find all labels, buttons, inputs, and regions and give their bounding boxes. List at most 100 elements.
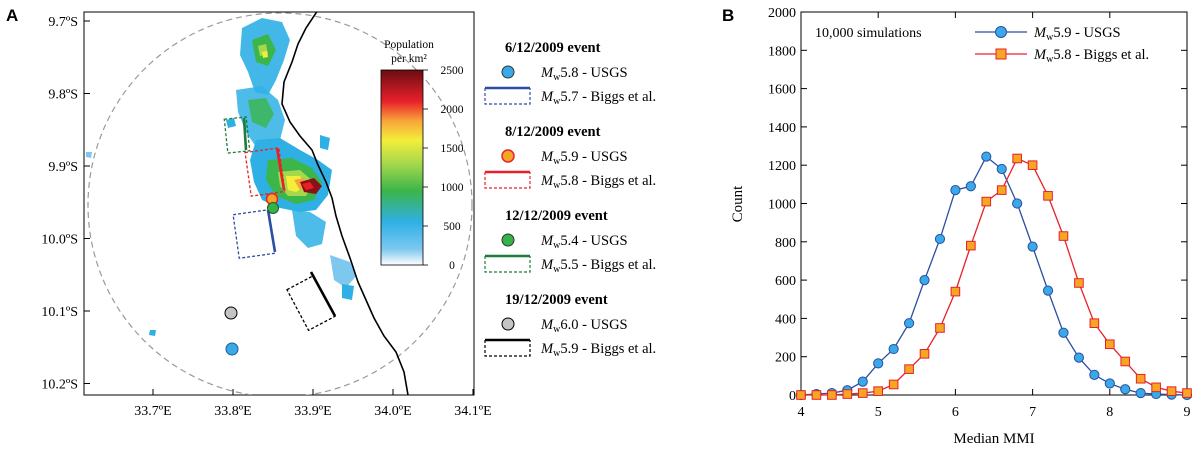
legend-fault-rect — [484, 88, 531, 105]
data-point — [965, 181, 976, 192]
legend-biggs-text: Mw5.5 - Biggs et al. — [540, 257, 656, 275]
data-point — [827, 390, 837, 400]
series-0 — [795, 151, 1192, 401]
source-label: - Biggs et al. — [578, 89, 656, 105]
x-tick-label: 5 — [875, 405, 882, 420]
data-point — [1182, 388, 1192, 398]
histogram-chart: 0 200 400 600 800 1000 1200 1400 1600 1800 2000 4 5 6… — [730, 6, 1192, 447]
mw-subscript: w — [553, 156, 561, 167]
data-point — [1089, 369, 1100, 380]
legend-usgs-marker — [501, 233, 515, 247]
epicenter-19-12 — [224, 306, 238, 320]
y-tick-label: 800 — [775, 236, 796, 251]
data-point — [904, 364, 914, 374]
data-point — [950, 184, 961, 196]
legend-usgs-text: Mw6.0 - USGS — [540, 317, 628, 335]
map-x-tick-label: 33.8ºE — [214, 404, 251, 419]
legend-label: Mw5.9 - USGS — [1033, 25, 1121, 43]
mw-symbol: M — [1033, 47, 1047, 63]
data-point — [1074, 278, 1084, 288]
y-tick-label: 200 — [775, 351, 796, 366]
data-point — [1043, 191, 1053, 201]
chart-frame — [800, 11, 1188, 396]
y-tick-label: 1800 — [768, 44, 796, 59]
map-y-tick-label: 10.1ºS — [41, 305, 78, 320]
y-tick-label: 1400 — [768, 121, 796, 136]
x-tick-label: 8 — [1106, 405, 1113, 420]
data-point — [996, 163, 1007, 175]
map-y-tick-label: 10.2ºS — [41, 378, 78, 393]
map-x-tick-label: 33.9ºE — [294, 404, 331, 419]
legend-usgs-marker — [501, 317, 515, 331]
chart-legend: Mw5.9 - USGS Mw5.8 - Biggs et al. — [975, 25, 1149, 65]
colorbar-tick-label: 1500 — [441, 143, 464, 155]
legend-biggs-text: Mw5.9 - Biggs et al. — [540, 341, 656, 359]
data-point — [1012, 153, 1022, 164]
mw-subscript: w — [553, 264, 561, 275]
data-point — [1151, 382, 1161, 393]
x-axis-label: Median MMI — [953, 431, 1034, 447]
data-point — [1012, 198, 1023, 209]
data-point — [1120, 356, 1131, 367]
colorbar-tick-label: 2500 — [441, 65, 464, 77]
data-point — [873, 358, 884, 369]
mw-symbol: M — [540, 149, 554, 165]
source-label: - USGS — [578, 317, 627, 333]
legend-usgs-text: Mw5.9 - USGS — [540, 149, 628, 167]
mw-subscript: w — [553, 240, 561, 251]
legend-marker — [995, 26, 1007, 38]
legend-biggs-text: Mw5.8 - Biggs et al. — [540, 173, 656, 191]
legend-usgs-marker — [501, 149, 515, 163]
x-tick-label: 6 — [952, 405, 959, 420]
mw-symbol: M — [1033, 25, 1047, 41]
mw-symbol: M — [540, 341, 554, 357]
mw-symbol: M — [540, 317, 554, 333]
data-point — [981, 151, 992, 162]
source-label: - USGS — [578, 233, 627, 249]
simulations-annotation: 10,000 simulations — [815, 26, 922, 41]
mw-subscript: w — [553, 72, 561, 83]
data-point — [842, 389, 853, 399]
fault-12-12 — [223, 116, 251, 154]
y-tick-label: 2000 — [768, 6, 796, 21]
data-point — [873, 386, 884, 396]
map-y-tick-label: 10.0ºS — [41, 233, 78, 248]
mw-symbol: M — [540, 257, 554, 273]
data-point — [1058, 231, 1069, 241]
chart-legend-item-1: Mw5.8 - Biggs et al. — [975, 47, 1149, 65]
chart-legend-item-0: Mw5.9 - USGS — [975, 25, 1121, 43]
colorbar: Population per km² 2500 2000 1500 1000 500 0 — [380, 39, 464, 272]
map-x-tick-label: 34.1ºE — [454, 404, 491, 419]
legend-label: Mw5.8 - Biggs et al. — [1033, 47, 1149, 65]
mw-subscript: w — [1046, 54, 1054, 65]
data-point — [996, 185, 1007, 195]
y-axis-label: Count — [730, 185, 746, 223]
x-tick-label: 7 — [1029, 405, 1036, 420]
mw-subscript: w — [553, 180, 561, 191]
legend-marker — [995, 48, 1007, 60]
data-point — [903, 318, 915, 329]
map-x-tick-label: 34.0ºE — [374, 404, 411, 419]
chart-series — [795, 151, 1192, 401]
y-tick-label: 1000 — [768, 198, 796, 213]
data-point — [1089, 318, 1100, 328]
magnitude-value: 5.9 — [1053, 25, 1071, 41]
data-point — [919, 349, 930, 359]
colorbar-title-line2: per km² — [391, 53, 427, 65]
fault-19-12 — [286, 271, 337, 332]
colorbar-ticks: 2500 2000 1500 1000 500 0 — [423, 65, 464, 272]
magnitude-value: 5.4 — [560, 233, 579, 249]
magnitude-value: 5.9 — [560, 149, 578, 165]
magnitude-value: 6.0 — [560, 317, 578, 333]
legend-biggs-text: Mw5.7 - Biggs et al. — [540, 89, 656, 107]
data-point — [1027, 241, 1038, 252]
data-point — [919, 275, 930, 286]
data-point — [950, 286, 961, 297]
data-point — [888, 379, 899, 390]
mw-symbol: M — [540, 173, 554, 189]
